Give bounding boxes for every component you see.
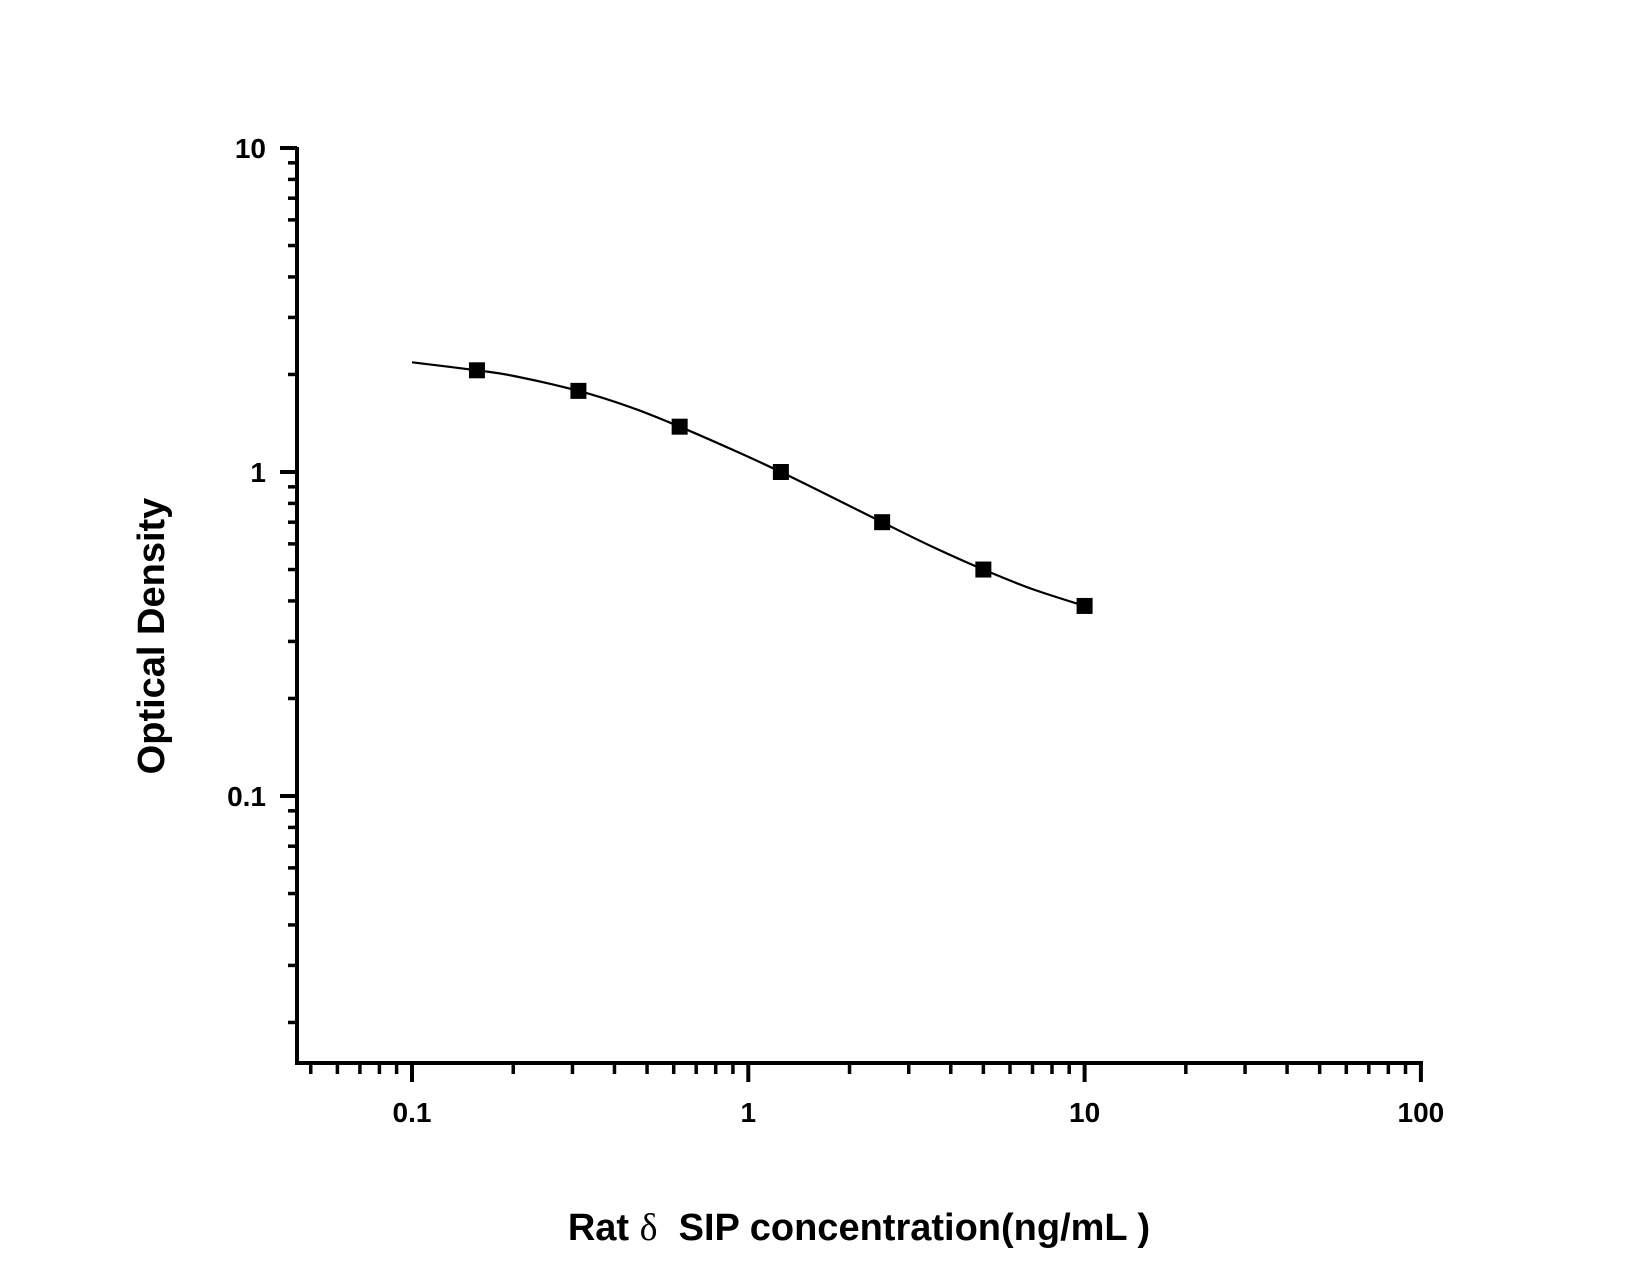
x-tick-label: 1 <box>741 1097 757 1128</box>
data-point-marker <box>1076 597 1093 614</box>
y-tick-label: 10 <box>235 133 266 164</box>
data-point-marker <box>975 561 992 578</box>
x-axis-major-ticks <box>410 1063 1423 1082</box>
data-point-marker <box>570 382 587 399</box>
x-axis-title: Rat δ SIP concentration(ng/mL ) <box>568 1207 1150 1249</box>
y-axis-title: Optical Density <box>131 498 173 775</box>
y-axis-major-ticks <box>280 146 297 798</box>
x-axis-title-prefix: Rat <box>568 1207 640 1249</box>
x-axis-title-greek: δ <box>640 1207 658 1249</box>
y-tick-label: 0.1 <box>227 781 266 812</box>
x-tick-label: 10 <box>1069 1097 1100 1128</box>
x-tick-labels: 0.1 1 10 100 <box>393 1097 1445 1128</box>
data-point-marker <box>772 464 789 480</box>
data-point-marker <box>874 514 891 531</box>
y-tick-labels: 0.1 1 10 <box>227 133 266 812</box>
x-tick-label: 100 <box>1398 1097 1445 1128</box>
x-tick-label: 0.1 <box>393 1097 432 1128</box>
data-points <box>468 362 1093 614</box>
data-point-marker <box>468 362 485 379</box>
data-point-marker <box>671 418 688 435</box>
x-axis-minor-ticks <box>309 1063 1408 1074</box>
x-axis-title-suffix: SIP concentration(ng/mL ) <box>658 1207 1151 1249</box>
y-tick-label: 1 <box>250 457 266 488</box>
